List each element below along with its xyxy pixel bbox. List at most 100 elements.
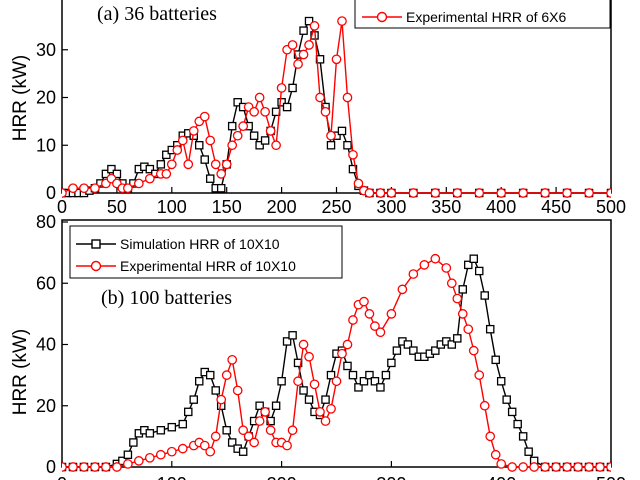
data-point-experimental-hrr-of-10x10: [298, 339, 309, 350]
data-point-experimental-hrr-of-10x10: [243, 431, 254, 442]
data-point-experimental-hrr-of-10x10: [304, 351, 314, 362]
y-tick-label: 60: [36, 273, 56, 293]
y-tick-label: 80: [36, 212, 56, 232]
data-point-experimental-hrr-of-10x10: [265, 425, 276, 436]
data-point-experimental-hrr-of-6x6: [183, 159, 194, 170]
panel-a-legend: Experimental HRR of 6X6: [354, 0, 611, 29]
x-tick-label: 0: [57, 474, 67, 480]
data-point-experimental-hrr-of-10x10: [315, 407, 325, 417]
data-point-simulation-hrr-of-6x6: [337, 126, 347, 136]
data-point-experimental-hrr-of-6x6: [221, 159, 232, 170]
data-point-experimental-hrr-of-10x10: [331, 376, 342, 387]
data-point-experimental-hrr-of-6x6: [430, 188, 441, 198]
data-point-simulation-hrr-of-6x6: [156, 160, 166, 169]
data-point-experimental-hrr-of-10x10: [166, 446, 177, 457]
data-point-experimental-hrr-of-10x10: [441, 263, 452, 273]
data-point-simulation-hrr-of-10x10: [238, 447, 248, 456]
data-point-simulation-hrr-of-10x10: [277, 376, 286, 386]
data-point-simulation-hrr-of-10x10: [469, 254, 478, 263]
data-point-experimental-hrr-of-10x10: [496, 459, 507, 469]
data-point-simulation-hrr-of-10x10: [387, 358, 396, 368]
data-point-experimental-hrr-of-10x10: [260, 407, 270, 417]
panel-b-ticks: 0 100 200 300 400 500 0 20 40 60 80: [36, 212, 626, 480]
data-point-simulation-hrr-of-10x10: [354, 383, 363, 392]
data-point-simulation-hrr-of-10x10: [343, 361, 352, 371]
data-point-experimental-hrr-of-10x10: [90, 462, 100, 472]
data-point-experimental-hrr-of-10x10: [254, 416, 265, 426]
panel-b-legend-box: [69, 225, 343, 279]
data-point-experimental-hrr-of-10x10: [144, 452, 155, 463]
data-point-simulation-hrr-of-6x6: [233, 98, 242, 107]
y-tick-label: 20: [36, 396, 56, 416]
data-point-experimental-hrr-of-6x6: [337, 16, 347, 26]
data-point-experimental-hrr-of-6x6: [254, 92, 265, 103]
data-point-experimental-hrr-of-6x6: [90, 183, 100, 194]
data-point-experimental-hrr-of-10x10: [359, 296, 369, 307]
data-point-simulation-hrr-of-10x10: [266, 416, 275, 426]
legend-entry-simulation-10x10: Simulation HRR of 10X10: [76, 236, 280, 252]
data-point-experimental-hrr-of-10x10: [490, 449, 501, 460]
data-point-simulation-hrr-of-6x6: [194, 140, 204, 150]
data-point-experimental-hrr-of-10x10: [595, 462, 605, 472]
legend-label-experimental-10x10: Experimental HRR of 10X10: [120, 258, 296, 274]
data-point-simulation-hrr-of-6x6: [145, 164, 155, 174]
data-point-simulation-hrr-of-6x6: [107, 164, 116, 174]
data-point-experimental-hrr-of-6x6: [584, 188, 594, 198]
data-point-simulation-hrr-of-10x10: [365, 370, 374, 380]
data-point-experimental-hrr-of-10x10: [463, 324, 474, 335]
data-point-experimental-hrr-of-10x10: [364, 309, 375, 319]
data-point-simulation-hrr-of-6x6: [326, 140, 336, 150]
data-point-simulation-hrr-of-6x6: [249, 131, 259, 140]
data-point-experimental-hrr-of-10x10: [68, 462, 78, 472]
data-point-experimental-hrr-of-6x6: [172, 145, 183, 155]
data-point-simulation-hrr-of-10x10: [123, 450, 133, 459]
data-point-experimental-hrr-of-10x10: [446, 278, 457, 289]
data-point-experimental-hrr-of-6x6: [188, 126, 199, 136]
data-point-experimental-hrr-of-10x10: [518, 462, 529, 472]
data-point-simulation-hrr-of-10x10: [453, 334, 462, 343]
data-point-experimental-hrr-of-10x10: [221, 370, 232, 380]
data-point-simulation-hrr-of-10x10: [205, 370, 215, 380]
data-point-simulation-hrr-of-10x10: [189, 395, 199, 404]
data-point-experimental-hrr-of-10x10: [282, 440, 292, 451]
data-point-simulation-hrr-of-10x10: [431, 346, 440, 355]
data-point-experimental-hrr-of-10x10: [468, 345, 479, 356]
data-point-experimental-hrr-of-6x6: [309, 21, 320, 31]
data-point-experimental-hrr-of-6x6: [62, 188, 67, 198]
data-point-simulation-hrr-of-10x10: [496, 376, 506, 386]
data-point-experimental-hrr-of-10x10: [309, 379, 320, 390]
data-point-simulation-hrr-of-6x6: [277, 98, 286, 107]
data-point-simulation-hrr-of-6x6: [162, 150, 171, 160]
data-point-simulation-hrr-of-10x10: [392, 346, 402, 355]
panel-b-label: (b) 100 batteries: [101, 287, 232, 309]
data-point-experimental-hrr-of-6x6: [216, 169, 227, 179]
data-point-experimental-hrr-of-10x10: [375, 327, 386, 338]
data-point-simulation-hrr-of-6x6: [304, 16, 314, 26]
data-point-experimental-hrr-of-10x10: [479, 400, 490, 411]
data-point-experimental-hrr-of-10x10: [112, 462, 122, 472]
data-point-simulation-hrr-of-10x10: [474, 266, 484, 276]
data-point-simulation-hrr-of-10x10: [293, 358, 303, 368]
data-point-experimental-hrr-of-10x10: [205, 446, 216, 457]
data-point-simulation-hrr-of-6x6: [343, 140, 352, 150]
data-point-simulation-hrr-of-6x6: [260, 136, 270, 145]
data-point-experimental-hrr-of-6x6: [606, 188, 611, 198]
data-point-experimental-hrr-of-6x6: [265, 126, 276, 136]
data-point-experimental-hrr-of-6x6: [276, 83, 287, 93]
data-point-simulation-hrr-of-10x10: [491, 355, 500, 365]
data-point-simulation-hrr-of-10x10: [480, 291, 489, 300]
data-point-experimental-hrr-of-6x6: [166, 159, 177, 170]
data-point-experimental-hrr-of-6x6: [315, 92, 325, 103]
data-point-experimental-hrr-of-6x6: [375, 188, 386, 198]
data-point-experimental-hrr-of-10x10: [397, 284, 408, 295]
panel-b: (b) 100 batteries HRR (kW) 0100200300400…: [10, 212, 626, 480]
data-point-simulation-hrr-of-10x10: [194, 376, 204, 386]
data-point-experimental-hrr-of-10x10: [177, 443, 188, 454]
data-point-experimental-hrr-of-10x10: [348, 315, 358, 325]
panel-a-series: [62, 16, 611, 198]
data-point-simulation-hrr-of-10x10: [326, 370, 336, 380]
data-point-simulation-hrr-of-10x10: [178, 419, 188, 429]
data-point-experimental-hrr-of-6x6: [177, 135, 188, 146]
data-point-simulation-hrr-of-10x10: [348, 370, 358, 380]
x-tick-label: 350: [431, 197, 461, 217]
